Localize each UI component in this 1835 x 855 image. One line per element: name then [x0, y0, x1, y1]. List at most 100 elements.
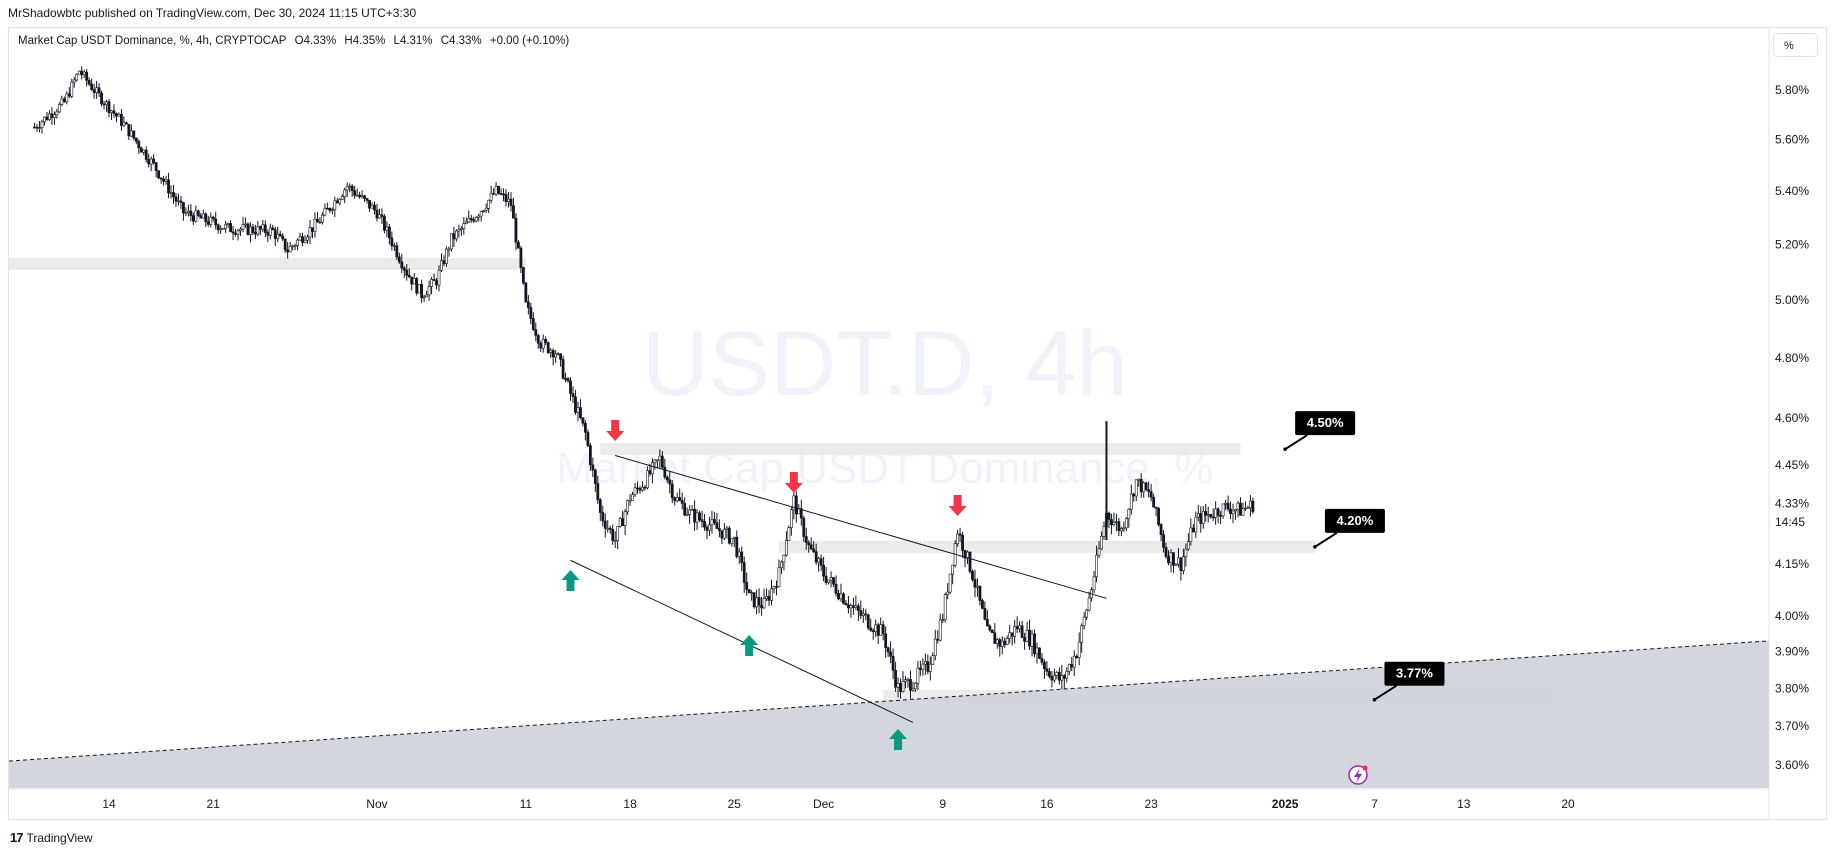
candle-body	[948, 573, 952, 593]
candle-body	[452, 233, 456, 240]
candle-body	[221, 228, 225, 230]
candle-body	[229, 223, 232, 233]
candle-body	[807, 542, 811, 546]
candlesticks	[33, 66, 1255, 699]
candle-body	[325, 207, 329, 210]
candle-body	[971, 571, 974, 580]
down-arrow-icon	[948, 495, 967, 516]
candle-body	[713, 519, 716, 524]
candle-body	[755, 597, 759, 608]
candle-body	[1038, 647, 1041, 659]
current-price-label: 4.33%	[1775, 497, 1809, 511]
candle-body	[318, 221, 322, 224]
candle-body	[469, 218, 473, 221]
candle-body	[147, 159, 151, 165]
candle-body	[1005, 638, 1009, 645]
candle-body	[1062, 675, 1066, 679]
candle-body	[918, 667, 922, 670]
candle-body	[387, 226, 391, 239]
candle-body	[33, 126, 36, 129]
candle-body	[1248, 500, 1252, 508]
candle-body	[251, 226, 255, 233]
candle-body	[606, 527, 610, 530]
candle-body	[115, 113, 118, 117]
candle-body	[1117, 521, 1121, 531]
candle-body	[303, 239, 307, 243]
candle-body	[390, 237, 394, 247]
candle-body	[1184, 548, 1188, 558]
time-tick-label: 16	[1040, 797, 1054, 811]
candle-body	[544, 339, 548, 343]
candle-body	[524, 282, 528, 303]
candle-body	[981, 600, 984, 609]
candle-body	[1077, 641, 1081, 658]
candle-body	[757, 597, 761, 606]
candle-body	[43, 116, 46, 123]
candle-body	[1043, 661, 1046, 670]
tradingview-logo-icon: 17	[10, 830, 24, 845]
price-axis[interactable]: 5.80% 5.60% 5.40% 5.20% 5.00% 4.80% 4.60% 4.45%…	[1775, 83, 1809, 772]
candle-body	[427, 286, 431, 296]
candle-body	[112, 110, 116, 114]
candle-body	[1100, 536, 1103, 550]
candle-body	[375, 209, 379, 219]
candle-body	[588, 445, 592, 466]
candle-body	[1070, 664, 1074, 668]
candle-body	[1030, 633, 1034, 647]
candle-body	[722, 529, 726, 539]
candle-body	[648, 470, 652, 475]
candle-body	[1239, 502, 1242, 516]
candle-body	[665, 476, 669, 481]
candle-body	[1008, 632, 1012, 639]
candle-body	[482, 210, 486, 212]
candle-body	[879, 624, 883, 636]
candle-body	[569, 380, 572, 394]
candle-body	[1206, 513, 1210, 516]
candle-body	[1234, 509, 1237, 512]
callout-anchor	[1372, 697, 1377, 702]
candle-body	[983, 608, 987, 620]
candle-body	[134, 137, 138, 142]
candle-body	[921, 663, 925, 670]
legend-close: C4.33%	[440, 35, 482, 47]
footer-brand[interactable]: 17 TradingView	[10, 830, 93, 845]
candle-body	[633, 487, 637, 495]
candle-body	[933, 638, 937, 656]
callout-box	[1324, 508, 1385, 533]
candle-body	[420, 284, 424, 299]
candle-body	[1177, 557, 1180, 565]
candle-body	[350, 185, 354, 191]
candle-body	[306, 236, 309, 241]
percent-scale-button[interactable]: %	[1773, 33, 1818, 57]
up-arrow-icon	[889, 729, 908, 750]
alert-icon[interactable]	[1348, 765, 1368, 785]
candle-body	[653, 459, 657, 464]
candle-body	[129, 130, 133, 137]
candle-body	[720, 530, 724, 539]
candle-body	[685, 514, 689, 516]
candle-body	[651, 462, 654, 475]
candle-body	[641, 486, 644, 491]
candle-body	[1209, 513, 1213, 518]
candle-body	[770, 588, 773, 601]
candle-body	[157, 170, 161, 179]
candle-body	[985, 618, 989, 627]
candle-body	[844, 603, 848, 606]
candle-body	[273, 229, 277, 239]
candle-body	[521, 267, 525, 284]
callout-pointer	[1373, 684, 1397, 701]
candle-body	[683, 503, 687, 516]
candle-body	[509, 198, 513, 206]
up-arrow-icon	[561, 570, 580, 591]
candle-body	[834, 583, 838, 594]
time-axis[interactable]: 14 21 Nov 11 18 25 Dec 9 16 23 2025 7 13 20	[102, 797, 1575, 811]
candle-body	[1144, 482, 1148, 490]
candle-body	[363, 195, 366, 199]
candle-body	[385, 226, 389, 231]
candle-body	[432, 279, 436, 281]
candle-body	[772, 586, 776, 590]
symbol-legend: Market Cap USDT Dominance, %, 4h, CRYPTO…	[18, 35, 574, 47]
candle-body	[894, 670, 897, 688]
candle-body	[1134, 479, 1138, 497]
